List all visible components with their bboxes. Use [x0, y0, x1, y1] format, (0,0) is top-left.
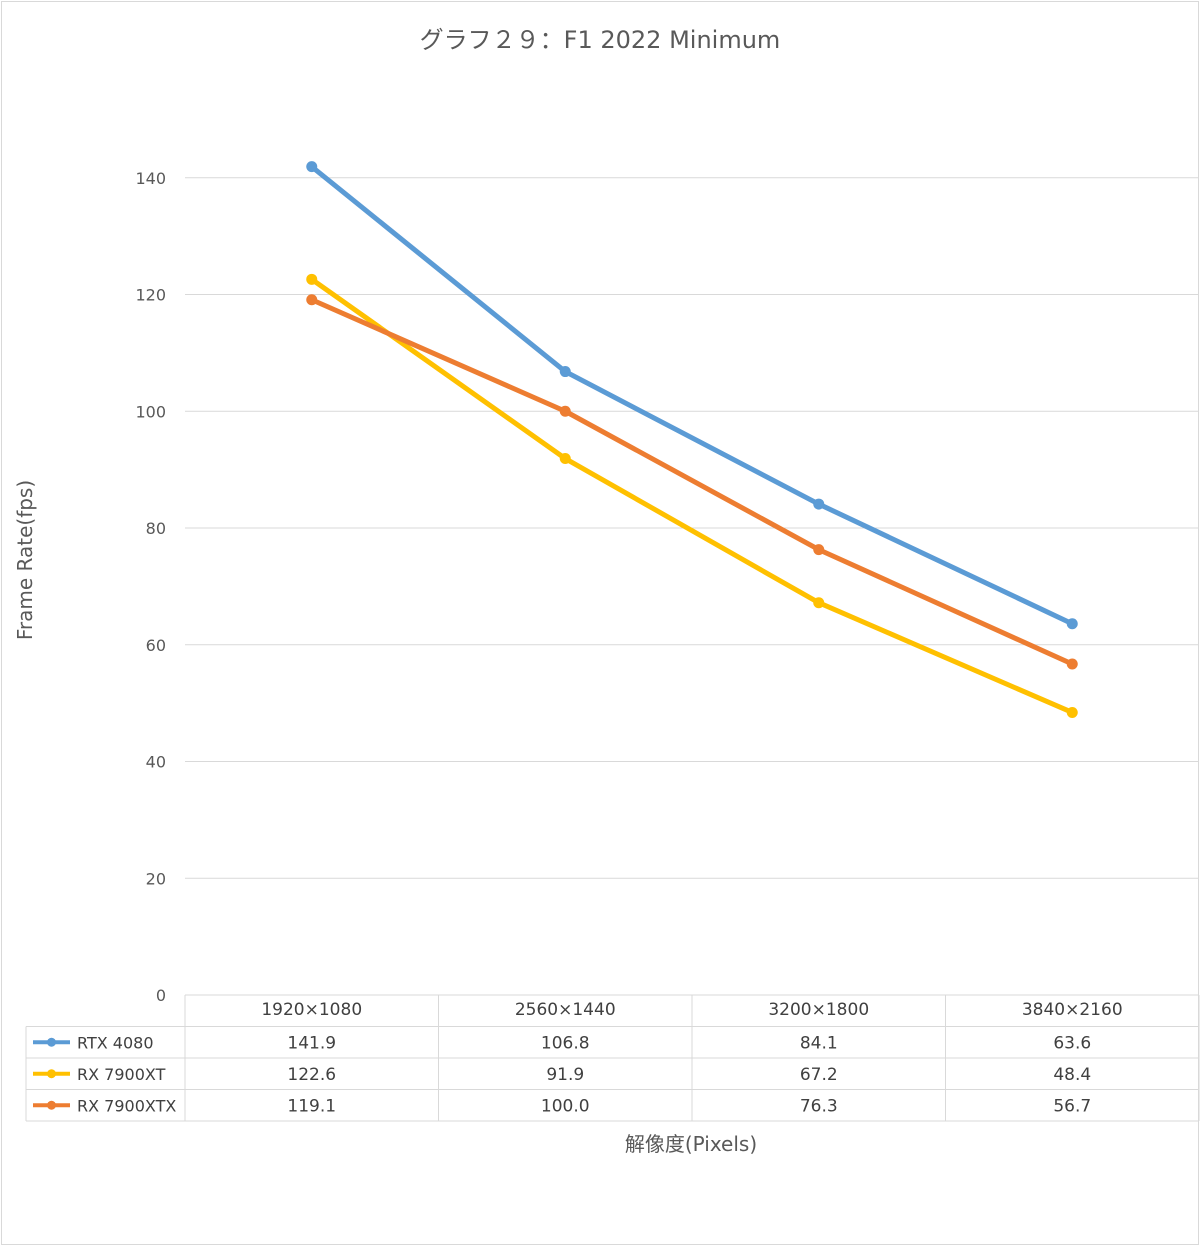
y-axis-title: Frame Rate(fps) — [13, 480, 37, 640]
data-label-0-0: 141.9 — [287, 1033, 336, 1053]
series-0 — [306, 161, 1078, 630]
data-point-0-3 — [1066, 618, 1078, 630]
data-label-0-3: 63.6 — [1053, 1033, 1091, 1053]
legend-label-2: RX 7900XTX — [77, 1096, 176, 1115]
legend-label-0: RTX 4080 — [77, 1033, 154, 1052]
data-label-1-1: 91.9 — [546, 1065, 584, 1085]
data-label-0-1: 106.8 — [541, 1033, 590, 1053]
x-tick-label-0: 1920×1080 — [261, 1000, 362, 1020]
grid-lines — [185, 177, 1199, 879]
chart-title: グラフ２９：F1 2022 Minimum — [420, 26, 781, 54]
series-1 — [306, 273, 1078, 718]
series-line-2 — [309, 297, 1075, 667]
data-point-1-2 — [813, 597, 825, 609]
y-tick-label-0: 0 — [156, 986, 166, 1005]
data-point-1-1 — [559, 453, 571, 465]
data-label-2-2: 76.3 — [800, 1096, 838, 1116]
data-label-1-3: 48.4 — [1053, 1065, 1091, 1085]
data-label-1-0: 122.6 — [287, 1065, 336, 1085]
y-axis-ticks: 0 20 40 60 80 100 120 140 — [135, 169, 166, 1005]
data-point-2-1 — [559, 405, 571, 417]
data-point-0-1 — [559, 366, 571, 378]
series-2 — [306, 294, 1078, 670]
data-table: 1920×1080 2560×1440 3200×1800 3840×2160 RTX … — [25, 994, 1200, 1122]
data-point-2-3 — [1066, 658, 1078, 670]
data-point-2-2 — [813, 544, 825, 556]
data-label-0-2: 84.1 — [800, 1033, 838, 1053]
legend-key-marker-1 — [47, 1069, 56, 1079]
legend-label-1: RX 7900XT — [77, 1065, 166, 1084]
series-line-1 — [309, 276, 1075, 715]
data-label-2-1: 100.0 — [541, 1096, 590, 1116]
series-line-0 — [309, 164, 1075, 627]
y-tick-label-40: 40 — [146, 753, 166, 772]
data-point-0-0 — [306, 161, 318, 173]
y-tick-label-20: 20 — [146, 869, 166, 888]
data-label-2-3: 56.7 — [1053, 1096, 1091, 1116]
x-tick-label-3: 3840×2160 — [1022, 1000, 1123, 1020]
legend-key-marker-2 — [47, 1100, 56, 1110]
x-tick-label-1: 2560×1440 — [515, 1000, 616, 1020]
data-point-0-2 — [813, 498, 825, 510]
data-label-1-2: 67.2 — [800, 1065, 838, 1085]
data-label-2-0: 119.1 — [287, 1096, 336, 1116]
series-lines — [306, 161, 1078, 718]
y-tick-label-120: 120 — [135, 286, 166, 305]
y-tick-label-140: 140 — [135, 169, 166, 188]
y-tick-label-80: 80 — [146, 519, 166, 538]
legend-key-marker-0 — [47, 1037, 56, 1047]
data-point-1-3 — [1066, 706, 1078, 718]
y-tick-label-100: 100 — [135, 402, 166, 421]
data-point-2-0 — [306, 294, 318, 306]
x-tick-label-2: 3200×1800 — [768, 1000, 869, 1020]
data-point-1-0 — [306, 273, 318, 285]
y-tick-label-60: 60 — [146, 636, 166, 655]
x-axis-title: 解像度(Pixels) — [625, 1132, 757, 1156]
